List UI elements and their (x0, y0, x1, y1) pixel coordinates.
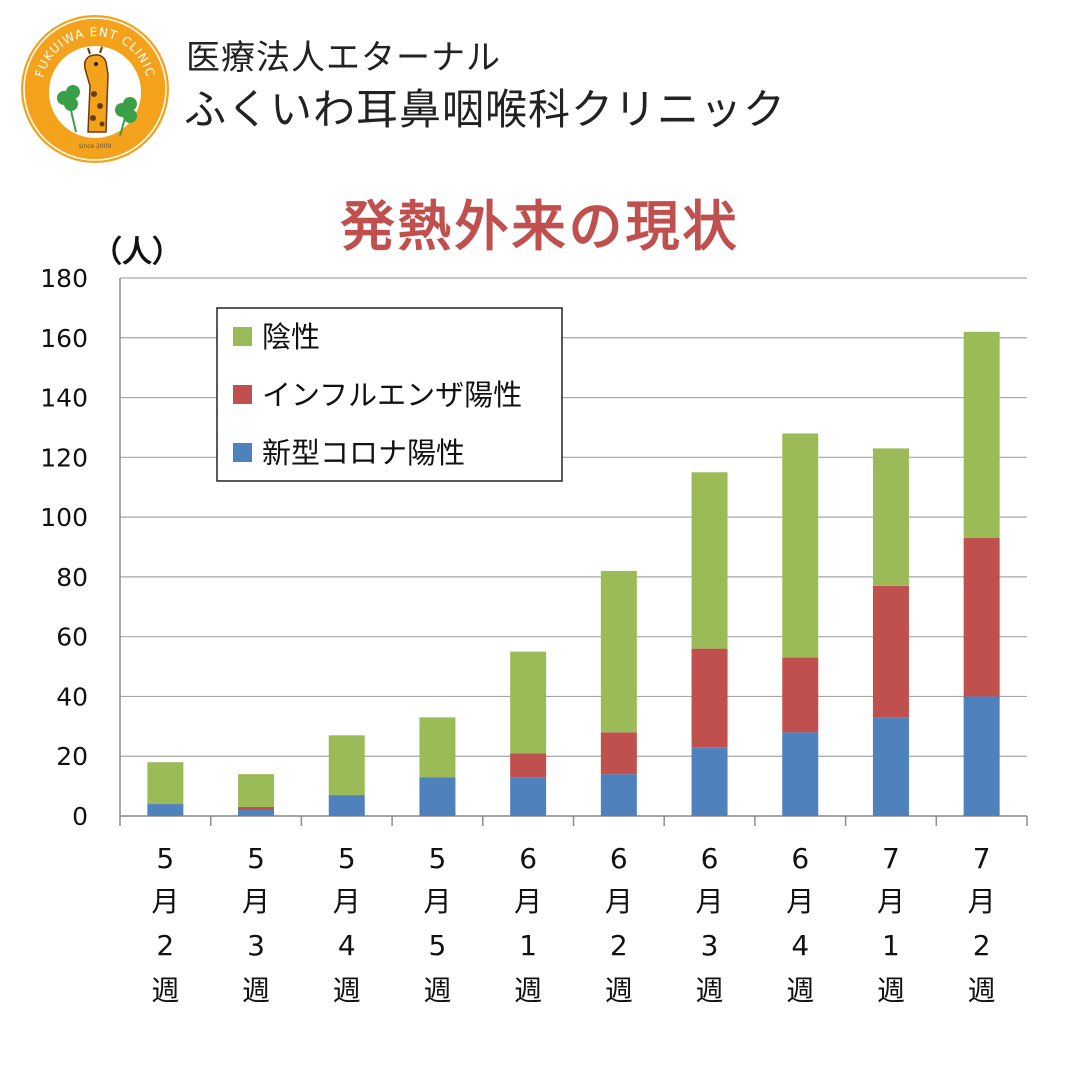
giraffe-icon (83, 46, 109, 133)
y-tick-label: 20 (56, 742, 88, 771)
bar-segment-influenza (872, 585, 909, 718)
x-tick-label: 月 (786, 885, 814, 918)
bar-segment-covid (147, 804, 184, 816)
x-tick-label: 5 (338, 842, 356, 875)
x-tick-label: 週 (242, 974, 270, 1007)
bar-segment-negative (963, 331, 1000, 539)
x-tick-label: 週 (696, 974, 724, 1007)
y-axis-unit-label: （人） (92, 235, 182, 270)
x-tick-label: 3 (701, 929, 719, 962)
y-tick-label: 140 (40, 384, 88, 413)
x-tick-label: 4 (338, 929, 356, 962)
x-tick-label: 週 (423, 974, 451, 1007)
bar-segment-covid (872, 717, 909, 816)
x-tick-label: 1 (519, 929, 537, 962)
x-tick-label: 週 (786, 974, 814, 1007)
bar-segment-negative (510, 651, 547, 754)
x-tick-label: 週 (968, 974, 996, 1007)
bar-segment-covid (328, 795, 365, 816)
y-tick-label: 40 (56, 682, 88, 711)
x-tick-label: 週 (605, 974, 633, 1007)
x-tick-label: 5 (429, 929, 447, 962)
x-tick-label: 週 (333, 974, 361, 1007)
legend-label: 陰性 (262, 320, 320, 354)
bar-segment-covid (600, 774, 637, 816)
clinic-name: ふくいわ耳鼻咽喉科クリニック (184, 85, 787, 134)
x-tick-label: 3 (247, 929, 265, 962)
bar-segment-covid (691, 747, 728, 816)
y-tick-label: 60 (56, 623, 88, 652)
x-tick-label: 5 (247, 842, 265, 875)
legend-label: インフルエンザ陽性 (262, 378, 522, 412)
bar-segment-negative (782, 433, 819, 658)
bar-segment-covid (238, 810, 275, 816)
y-tick-label: 0 (72, 802, 88, 831)
x-tick-label: 週 (514, 974, 542, 1007)
x-tick-label: 7 (882, 842, 900, 875)
logo-since-text: since 2009 (79, 143, 112, 150)
x-tick-label: 月 (968, 885, 996, 918)
bar-segment-negative (419, 717, 456, 778)
y-tick-label: 120 (40, 443, 88, 472)
bar-segment-negative (691, 472, 728, 649)
x-tick-label: 月 (877, 885, 905, 918)
x-tick-label: 6 (791, 842, 809, 875)
x-tick-label: 週 (877, 974, 905, 1007)
legend-swatch (233, 327, 252, 346)
x-tick-label: 6 (701, 842, 719, 875)
clinic-corporation-name: 医療法人エターナル (186, 38, 501, 78)
bar-segment-influenza (600, 732, 637, 775)
x-tick-label: 2 (973, 929, 991, 962)
bar-segment-influenza (691, 648, 728, 748)
clover-icon (57, 85, 137, 137)
chart-title: 発熱外来の現状 (340, 195, 740, 258)
bar-segment-negative (238, 774, 275, 808)
x-tick-label: 月 (151, 885, 179, 918)
y-tick-label: 80 (56, 563, 88, 592)
bar-segment-influenza (510, 753, 547, 778)
clinic-logo: FUKUIWA ENT CLINIC since 2009 (21, 15, 169, 163)
y-tick-label: 180 (40, 264, 88, 293)
bar-segment-negative (600, 570, 637, 733)
x-tick-label: 月 (514, 885, 542, 918)
x-tick-label: 6 (610, 842, 628, 875)
bar-segment-negative (872, 448, 909, 586)
y-tick-label: 160 (40, 324, 88, 353)
legend-swatch (233, 443, 252, 462)
bar-segment-covid (510, 777, 547, 816)
legend-box (216, 307, 563, 482)
y-tick-label: 100 (40, 503, 88, 532)
bar-segment-covid (419, 777, 456, 816)
x-tick-label: 月 (696, 885, 724, 918)
legend-label: 新型コロナ陽性 (262, 436, 465, 470)
bar-segment-covid (963, 696, 1000, 816)
bar-segment-influenza (238, 807, 275, 811)
bar-segment-negative (328, 735, 365, 796)
bar-segment-negative (147, 762, 184, 805)
bar-segment-influenza (782, 657, 819, 733)
x-tick-label: 1 (882, 929, 900, 962)
x-tick-label: 月 (423, 885, 451, 918)
x-tick-label: 2 (156, 929, 174, 962)
x-tick-label: 5 (429, 842, 447, 875)
legend-swatch (233, 385, 252, 404)
bar-segment-influenza (963, 538, 1000, 697)
x-tick-label: 7 (973, 842, 991, 875)
x-tick-label: 月 (605, 885, 633, 918)
x-tick-label: 2 (610, 929, 628, 962)
x-tick-label: 月 (333, 885, 361, 918)
x-tick-label: 6 (519, 842, 537, 875)
x-tick-label: 4 (791, 929, 809, 962)
x-tick-label: 月 (242, 885, 270, 918)
x-tick-label: 週 (151, 974, 179, 1007)
bar-segment-covid (782, 732, 819, 816)
x-tick-label: 5 (156, 842, 174, 875)
